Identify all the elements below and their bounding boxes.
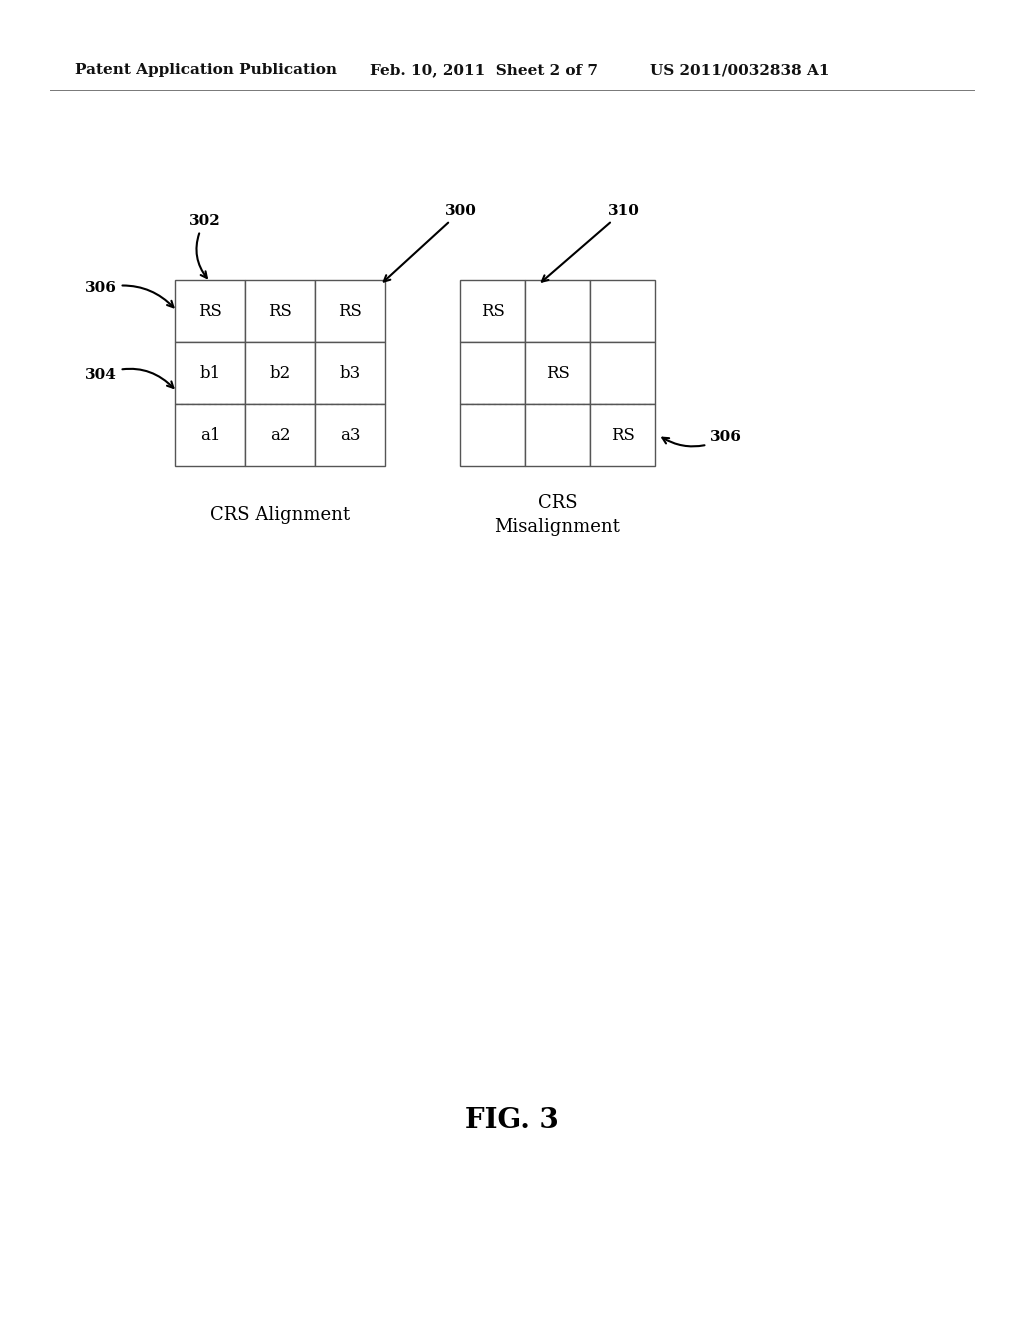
Text: RS: RS (338, 302, 361, 319)
Text: 306: 306 (85, 281, 173, 308)
Bar (315, 280, 385, 342)
Text: 302: 302 (189, 214, 221, 279)
Text: a3: a3 (340, 426, 360, 444)
Text: 310: 310 (542, 205, 639, 281)
Text: RS: RS (480, 302, 505, 319)
Bar (590, 342, 655, 404)
Text: US 2011/0032838 A1: US 2011/0032838 A1 (650, 63, 829, 77)
Text: b2: b2 (269, 364, 291, 381)
Text: a2: a2 (269, 426, 290, 444)
Bar (525, 280, 590, 342)
Bar (175, 342, 245, 404)
Text: RS: RS (198, 302, 222, 319)
Bar (245, 404, 315, 466)
Text: RS: RS (268, 302, 292, 319)
Text: Feb. 10, 2011  Sheet 2 of 7: Feb. 10, 2011 Sheet 2 of 7 (370, 63, 598, 77)
Text: RS: RS (610, 426, 635, 444)
Bar (590, 404, 655, 466)
Bar (460, 280, 525, 342)
Bar (460, 342, 525, 404)
Text: RS: RS (546, 364, 569, 381)
Text: b3: b3 (339, 364, 360, 381)
Text: 306: 306 (663, 430, 741, 446)
Bar (460, 404, 525, 466)
Bar (245, 342, 315, 404)
Bar (590, 280, 655, 342)
Text: CRS
Misalignment: CRS Misalignment (495, 494, 621, 536)
Text: CRS Alignment: CRS Alignment (210, 506, 350, 524)
Text: 300: 300 (384, 205, 477, 281)
Bar (315, 342, 385, 404)
Bar (175, 280, 245, 342)
Text: a1: a1 (200, 426, 220, 444)
Bar (525, 342, 590, 404)
Text: FIG. 3: FIG. 3 (465, 1106, 559, 1134)
Bar (245, 280, 315, 342)
Text: Patent Application Publication: Patent Application Publication (75, 63, 337, 77)
Text: 304: 304 (85, 368, 173, 388)
Bar (525, 404, 590, 466)
Bar (315, 404, 385, 466)
Bar (175, 404, 245, 466)
Text: b1: b1 (200, 364, 220, 381)
